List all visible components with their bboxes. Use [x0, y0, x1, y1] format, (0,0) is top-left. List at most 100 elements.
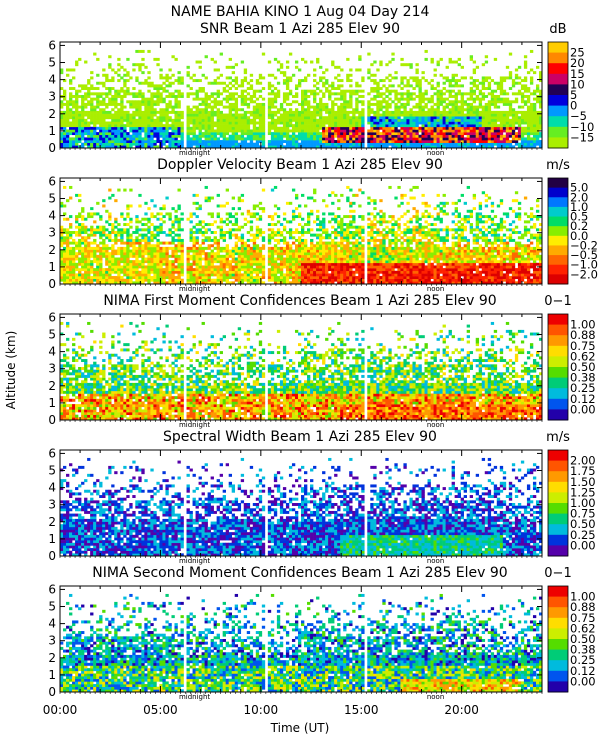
heatmap-cell	[90, 87, 94, 90]
heatmap-cell	[99, 81, 103, 85]
heatmap-cell	[192, 249, 196, 253]
heatmap-cell	[343, 97, 347, 101]
heatmap-cell	[424, 89, 428, 93]
heatmap-cell	[469, 132, 474, 136]
heatmap-cell	[60, 134, 64, 138]
heatmap-cell	[138, 193, 142, 197]
heatmap-cell	[90, 270, 94, 274]
heatmap-cell	[349, 134, 353, 138]
heatmap-cell	[240, 273, 245, 277]
heatmap-cell	[231, 246, 236, 250]
heatmap-cell	[484, 126, 489, 130]
heatmap-cell	[75, 276, 79, 279]
heatmap-cell	[66, 105, 70, 109]
heatmap-cell	[75, 118, 79, 122]
heatmap-cell	[147, 281, 151, 285]
heatmap-cell	[210, 95, 214, 98]
heatmap-cell	[216, 137, 220, 141]
heatmap-cell	[249, 276, 254, 279]
heatmap-cell	[243, 76, 248, 80]
heatmap-cell	[90, 132, 94, 136]
heatmap-cell	[180, 124, 184, 128]
heatmap-cell	[156, 212, 160, 216]
heatmap-cell	[96, 270, 100, 274]
heatmap-cell	[328, 92, 332, 96]
heatmap-cell	[255, 278, 260, 282]
heatmap-cell	[304, 89, 308, 93]
heatmap-cell	[228, 276, 233, 279]
heatmap-cell	[346, 134, 350, 138]
heatmap-cell	[231, 207, 236, 211]
heatmap-cell	[457, 126, 461, 130]
heatmap-cell	[147, 140, 151, 143]
heatmap-cell	[219, 236, 223, 240]
heatmap-cell	[288, 108, 293, 112]
heatmap-cell	[294, 129, 299, 133]
heatmap-cell	[75, 217, 79, 221]
heatmap-cell	[508, 118, 513, 122]
heatmap-cell	[334, 126, 338, 130]
heatmap-cell	[75, 92, 79, 96]
heatmap-cell	[511, 113, 516, 117]
heatmap-cell	[114, 121, 118, 125]
heatmap-cell	[376, 140, 380, 143]
heatmap-cell	[379, 137, 383, 141]
heatmap-cell	[126, 116, 130, 120]
heatmap-cell	[496, 142, 501, 146]
heatmap-cell	[532, 108, 537, 112]
heatmap-cell	[394, 140, 398, 143]
heatmap-cell	[249, 262, 254, 266]
heatmap-cell	[171, 134, 175, 138]
heatmap-cell	[535, 134, 540, 138]
heatmap-cell	[84, 252, 88, 256]
heatmap-cell	[319, 124, 323, 128]
heatmap-cell	[105, 246, 109, 250]
heatmap-cell	[153, 121, 157, 125]
heatmap-cell	[168, 132, 172, 136]
heatmap-cell	[285, 79, 290, 83]
heatmap-cell	[273, 265, 278, 269]
heatmap-cell	[502, 79, 507, 83]
heatmap-cell	[319, 79, 323, 83]
heatmap-cell	[138, 126, 142, 130]
heatmap-cell	[87, 113, 91, 117]
heatmap-cell	[412, 137, 416, 141]
heatmap-cell	[189, 257, 193, 261]
heatmap-cell	[60, 71, 64, 75]
heatmap-cell	[243, 246, 248, 250]
heatmap-cell	[520, 100, 525, 104]
heatmap-cell	[114, 100, 118, 104]
heatmap-cell	[346, 89, 350, 93]
heatmap-cell	[171, 129, 175, 133]
heatmap-cell	[358, 142, 362, 146]
heatmap-cell	[294, 95, 299, 98]
heatmap-cell	[159, 252, 163, 256]
heatmap-cell	[75, 257, 79, 261]
heatmap-cell	[168, 281, 172, 285]
heatmap-cell	[69, 231, 73, 234]
heatmap-cell	[186, 145, 190, 149]
heatmap-cell	[171, 108, 175, 112]
heatmap-cell	[210, 252, 214, 256]
heatmap-cell	[126, 249, 130, 253]
heatmap-cell	[502, 97, 507, 101]
heatmap-cell	[144, 121, 148, 125]
heatmap-cell	[120, 76, 124, 80]
heatmap-cell	[475, 129, 480, 133]
heatmap-cell	[234, 100, 239, 104]
heatmap-cell	[532, 134, 537, 138]
heatmap-cell	[66, 137, 70, 141]
heatmap-cell	[162, 113, 166, 117]
heatmap-cell	[267, 273, 272, 277]
heatmap-cell	[403, 110, 407, 114]
heatmap-cell	[192, 281, 196, 285]
heatmap-cell	[481, 92, 486, 96]
heatmap-cell	[180, 249, 184, 253]
heatmap-cell	[436, 118, 440, 122]
heatmap-cell	[69, 278, 73, 282]
heatmap-cell	[108, 63, 112, 67]
heatmap-cell	[180, 113, 184, 117]
heatmap-cell	[153, 281, 157, 285]
heatmap-cell	[237, 246, 242, 250]
heatmap-cell	[255, 270, 260, 274]
